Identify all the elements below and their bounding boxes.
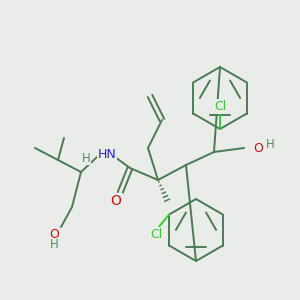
Text: Cl: Cl <box>214 100 226 112</box>
Text: H: H <box>50 238 58 251</box>
Text: O: O <box>253 142 263 154</box>
Text: Cl: Cl <box>150 228 162 241</box>
Text: O: O <box>111 194 122 208</box>
Text: H: H <box>82 152 90 164</box>
Text: HN: HN <box>98 148 116 161</box>
Text: O: O <box>49 227 59 241</box>
Text: H: H <box>266 139 274 152</box>
